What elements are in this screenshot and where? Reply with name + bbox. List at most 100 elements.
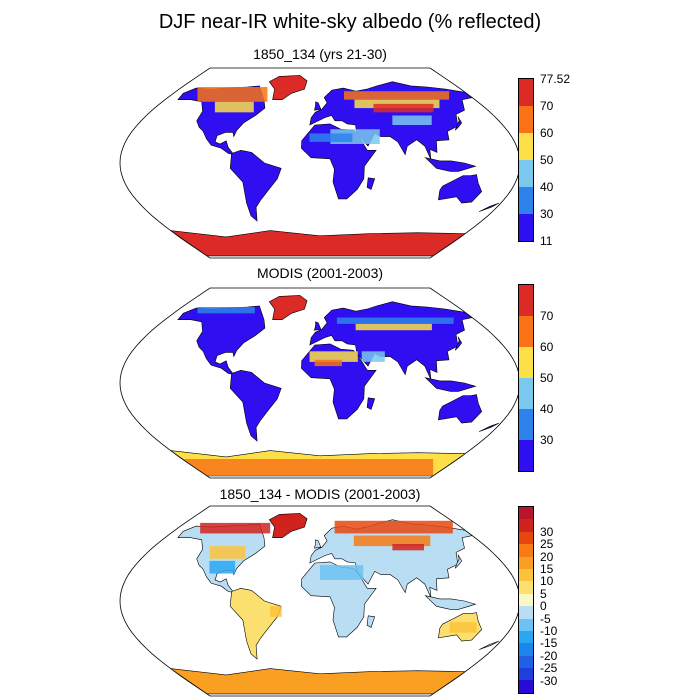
colorbar-segment: [519, 409, 533, 440]
panel-2-title: MODIS (2001-2003): [256, 265, 384, 281]
albedo-patch-5: [361, 351, 385, 362]
colorbar-tick-label: -10: [540, 624, 558, 638]
albedo-patch-5: [209, 560, 236, 574]
colorbar-segment: [519, 106, 533, 133]
map-frame: [119, 505, 521, 697]
colorbar-segment: [519, 668, 533, 681]
albedo-patch-3: [392, 544, 425, 551]
colorbar-segment: [519, 531, 533, 545]
modis-albedo-map: [119, 287, 521, 479]
land-indonesia: [424, 157, 477, 172]
colorbar-segment: [519, 187, 533, 214]
colorbar-tick-label: 30: [540, 433, 554, 447]
colorbar-tick-label: 70: [540, 99, 554, 113]
land-antarctica: [170, 230, 467, 257]
colorbar-tick-label: 25: [540, 537, 554, 552]
land-africa: [301, 561, 377, 638]
land-uk: [313, 321, 322, 331]
colorbar-tick-label: 60: [540, 126, 554, 140]
colorbar-tick-label: 40: [540, 402, 554, 416]
colorbar-tick-label: 30: [540, 207, 554, 221]
albedo-patch-6: [309, 133, 353, 142]
land-madagascar: [366, 615, 376, 628]
colorbar-segment: [519, 680, 533, 693]
albedo-patch-1: [334, 520, 453, 534]
albedo-patch-7: [392, 115, 432, 125]
land-uk: [313, 539, 322, 549]
map-panel-3: [119, 505, 521, 697]
land-greenland: [268, 295, 308, 320]
model-albedo-map: [119, 67, 521, 259]
land-northAmerica: [177, 305, 266, 376]
land-australia: [438, 394, 483, 424]
land-uk: [313, 101, 322, 111]
land-newzealand: [478, 422, 500, 432]
colorbar-segment: [519, 568, 533, 582]
colorbar-tick-label: 0: [540, 599, 547, 614]
land-indonesia: [424, 595, 477, 610]
albedo-patch-6: [197, 307, 255, 314]
land-greenland: [268, 513, 308, 538]
land-southAmerica: [229, 149, 282, 222]
colorbar-segment: [519, 606, 533, 619]
colorbar-segment: [519, 556, 533, 569]
colorbar-tick-label: 10: [540, 574, 554, 589]
land-antarctica: [170, 668, 467, 695]
land-indonesia: [424, 377, 477, 392]
albedo-patch-4: [209, 546, 246, 559]
land-southAmerica: [229, 369, 282, 442]
albedo-patch-1: [214, 101, 254, 113]
map-panel-1: [119, 67, 521, 259]
colorbar-segment: [519, 544, 533, 557]
colorbar-segment: [519, 630, 533, 644]
colorbar-segment: [519, 316, 533, 347]
land-australia: [438, 174, 483, 204]
figure-title: DJF near-IR white-sky albedo (% reflecte…: [158, 11, 542, 33]
colorbar-tick-label: -15: [540, 636, 558, 651]
colorbar-tick-label: 77.52: [540, 72, 571, 86]
colorbar-tick-label: -30: [540, 673, 558, 688]
land-greenland: [268, 75, 308, 100]
colorbar-tick-label: -20: [540, 648, 558, 663]
albedo-patch-0: [197, 87, 268, 102]
colorbar-tick-label: 20: [540, 549, 554, 564]
map-frame: [119, 287, 521, 479]
albedo-patch-2: [355, 323, 432, 331]
albedo-patch-2: [343, 91, 450, 100]
albedo-patch-0: [182, 459, 434, 476]
colorbar-segment: [519, 507, 533, 520]
albedo-patch-1: [336, 317, 454, 324]
colorbar-segment: [519, 519, 533, 532]
colorbar-modis: [518, 284, 534, 472]
albedo-patch-8: [449, 622, 477, 633]
colorbar-tick-label: 60: [540, 340, 554, 354]
colorbar-tick-label: -25: [540, 661, 558, 676]
colorbar-tick-label: 50: [540, 371, 554, 385]
colorbar-model: [518, 78, 534, 242]
land-japan: [454, 116, 463, 131]
colorbar-tick-label: 30: [540, 524, 554, 539]
colorbar-segment: [519, 214, 533, 241]
colorbar-segment: [519, 618, 533, 631]
colorbar-tick-label: 40: [540, 180, 554, 194]
land-japan: [454, 336, 463, 351]
colorbar-tick-label: 5: [540, 586, 547, 601]
panel-1-title: 1850_134 (yrs 21-30): [253, 46, 387, 62]
albedo-patch-6: [320, 565, 364, 580]
colorbar-tick-label: 11: [540, 234, 553, 248]
colorbar-tick-label: -5: [540, 611, 551, 626]
colorbar-segment: [519, 133, 533, 160]
land-newzealand: [478, 202, 500, 212]
albedo-patch-3: [354, 99, 440, 109]
colorbar-segment: [519, 378, 533, 409]
colorbar-segment: [519, 79, 533, 106]
colorbar-tick-label: 70: [540, 309, 554, 323]
colorbar-segment: [519, 593, 533, 607]
land-japan: [454, 554, 463, 569]
panel-3-title: 1850_134 - MODIS (2001-2003): [219, 486, 421, 502]
map-frame: [119, 67, 521, 259]
albedo-patch-2: [353, 535, 431, 547]
colorbar-segment: [519, 285, 533, 316]
land-newzealand: [478, 640, 500, 650]
colorbar-difference: [518, 506, 534, 694]
